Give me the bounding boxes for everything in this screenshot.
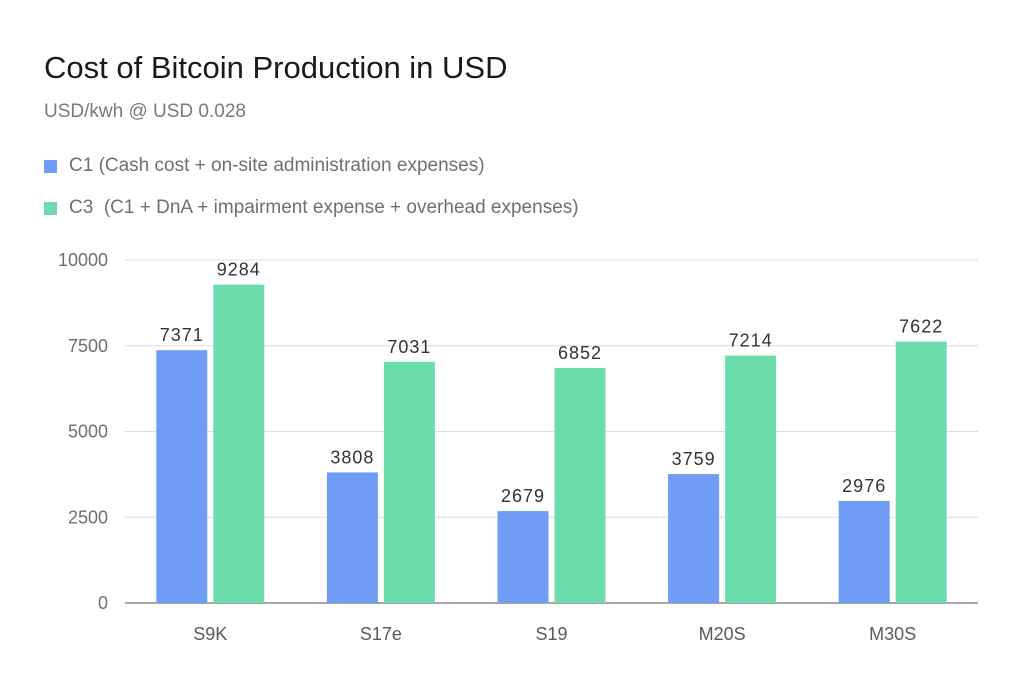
data-label: 7371 [160, 325, 204, 345]
data-label: 2976 [842, 476, 886, 496]
bar [383, 361, 435, 603]
data-label: 7214 [729, 331, 773, 351]
data-label: 9284 [217, 260, 261, 280]
legend-label-c1: C1 (Cash cost + on-site administration e… [69, 155, 485, 176]
y-tick-label: 7500 [68, 336, 108, 356]
bar [326, 472, 378, 603]
bar [838, 500, 890, 603]
legend: C1 (Cash cost + on-site administration e… [44, 155, 579, 240]
x-tick-label: S9K [193, 624, 227, 644]
chart-subtitle: USD/kwh @ USD 0.028 [44, 101, 246, 122]
data-label: 7622 [899, 317, 943, 337]
legend-swatch-c1 [44, 159, 57, 173]
y-tick-label: 0 [98, 593, 108, 613]
y-tick-label: 2500 [68, 507, 108, 527]
x-tick-label: M30S [869, 624, 916, 644]
bar [668, 474, 720, 603]
bar [554, 367, 606, 603]
data-label: 3808 [330, 447, 374, 467]
bar [725, 355, 777, 603]
bar [213, 284, 265, 603]
x-tick-label: M20S [699, 624, 746, 644]
bar [895, 341, 947, 603]
y-tick-label: 10000 [58, 250, 108, 270]
data-label: 6852 [558, 343, 602, 363]
legend-swatch-c3 [44, 201, 57, 215]
bar [497, 511, 549, 603]
legend-item-c3[interactable]: C3 (C1 + DnA + impairment expense + over… [44, 197, 579, 218]
legend-label-c3: C3 (C1 + DnA + impairment expense + over… [69, 197, 579, 218]
bar [156, 350, 208, 603]
data-label: 2679 [501, 486, 545, 506]
chart-title: Cost of Bitcoin Production in USD [44, 50, 508, 85]
x-tick-label: S17e [360, 624, 402, 644]
legend-item-c1[interactable]: C1 (Cash cost + on-site administration e… [44, 155, 579, 176]
x-tick-label: S19 [535, 624, 567, 644]
data-label: 3759 [672, 449, 716, 469]
y-tick-label: 5000 [68, 422, 108, 442]
data-label: 7031 [387, 337, 431, 357]
